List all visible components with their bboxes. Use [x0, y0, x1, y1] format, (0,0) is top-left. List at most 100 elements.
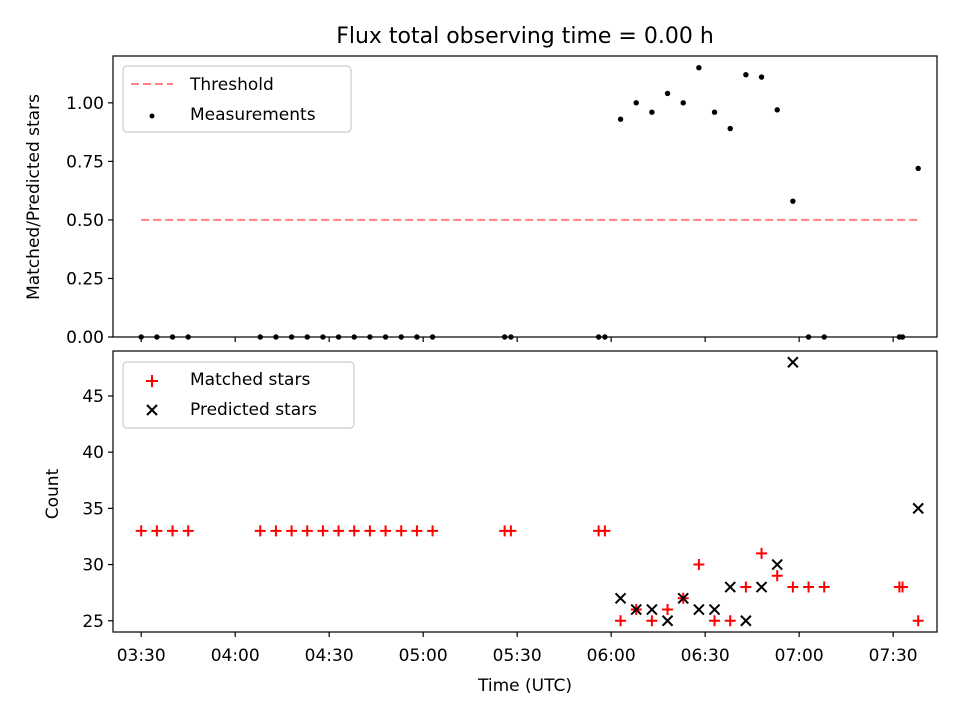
count-x-tick-label: 04:00 — [211, 646, 260, 666]
predicted-star-point — [755, 581, 768, 593]
measurement-point — [774, 107, 780, 113]
predicted-star-point — [630, 603, 642, 616]
measurement-point — [758, 74, 765, 80]
matched-star-point — [505, 525, 517, 537]
measurement-point — [821, 334, 827, 340]
ratio-legend: Threshold Measurements — [122, 65, 352, 133]
predicted-star-point — [708, 603, 721, 616]
legend-matched-label: Matched stars — [190, 370, 310, 390]
predicted-star-point — [693, 603, 705, 616]
matched-star-point — [709, 615, 721, 627]
matched-star-point — [787, 581, 799, 593]
measurement-point — [680, 100, 686, 106]
matched-star-point — [662, 604, 674, 616]
count-x-tick-label: 07:30 — [869, 646, 918, 666]
matched-star-point — [333, 525, 345, 537]
matched-star-point — [317, 525, 329, 537]
measurement-point — [602, 334, 608, 340]
matched-star-point — [427, 525, 439, 537]
measurement-point — [367, 334, 373, 340]
count-y-tick-label: 25 — [82, 612, 104, 632]
matched-star-point — [803, 581, 815, 593]
measurement-point — [304, 334, 310, 340]
count-panel: 25 30 35 40 45 03:30 04:00 04:30 05:00 05:30 06:0… — [43, 350, 938, 696]
count-x-tick-label: 04:30 — [305, 646, 354, 666]
measurement-point — [711, 109, 718, 115]
count-y-tick-label: 40 — [82, 443, 104, 463]
matched-star-point — [380, 525, 392, 537]
matched-star-point — [756, 547, 768, 559]
matched-star-point — [646, 615, 658, 627]
matched-star-point — [135, 525, 147, 537]
count-x-tick-label: 07:00 — [775, 646, 824, 666]
matched-star-point — [724, 615, 736, 627]
measurement-point — [617, 116, 624, 122]
predicted-star-point — [912, 502, 924, 515]
ratio-y-tick-label: 0.50 — [66, 211, 104, 231]
count-x-tick-label: 05:30 — [493, 646, 542, 666]
matched-star-point — [912, 615, 924, 627]
matched-star-point — [897, 581, 909, 593]
matched-star-point — [411, 525, 423, 537]
count-x-tick-label: 06:30 — [681, 646, 730, 666]
matched-star-point — [270, 525, 282, 537]
measurement-point — [805, 334, 812, 340]
matched-star-point — [740, 581, 752, 593]
matched-star-point — [167, 525, 179, 537]
ratio-y-tick-label: 0.25 — [66, 269, 104, 289]
measurement-point — [743, 72, 749, 78]
matched-star-point — [254, 525, 266, 537]
count-legend-box — [122, 361, 355, 429]
legend-matched-swatch — [146, 375, 158, 387]
count-y-tick-label: 45 — [82, 387, 104, 407]
matched-star-point — [364, 525, 376, 537]
measurement-point — [664, 90, 671, 97]
count-y-tick-label: 35 — [82, 499, 104, 519]
predicted-star-point — [661, 615, 674, 627]
matched-star-point — [599, 525, 611, 537]
matched-star-point — [693, 559, 705, 571]
measurement-point — [382, 334, 389, 340]
measurement-point — [696, 65, 702, 71]
ratio-y-tick-label: 0.00 — [66, 328, 104, 348]
measurement-point — [649, 109, 655, 115]
count-x-tick-label: 03:30 — [117, 646, 166, 666]
count-y-tick-label: 30 — [82, 556, 104, 576]
count-legend: Matched stars Predicted stars — [122, 361, 355, 429]
legend-predicted-label: Predicted stars — [190, 400, 317, 420]
ratio-legend-box — [122, 65, 352, 133]
chart-title: Flux total observing time = 0.00 h — [336, 24, 714, 49]
matched-star-point — [348, 525, 360, 537]
x-axis-label: Time (UTC) — [477, 676, 572, 696]
count-x-tick-label: 05:00 — [399, 646, 448, 666]
matched-star-point — [818, 581, 830, 593]
measurement-point — [398, 334, 404, 340]
measurement-point — [414, 334, 420, 340]
count-x-tick-label: 06:00 — [587, 646, 636, 666]
measurement-point — [320, 334, 326, 340]
measurement-point — [790, 198, 796, 204]
matched-star-point — [395, 525, 407, 537]
count-y-axis-label: Count — [43, 468, 63, 519]
predicted-star-point — [724, 581, 736, 593]
measurement-point — [595, 334, 602, 340]
matched-star-point — [301, 525, 313, 537]
predicted-star-point — [740, 615, 752, 627]
measurement-point — [154, 334, 160, 340]
predicted-star-point — [787, 356, 799, 368]
predicted-star-point — [677, 592, 689, 604]
measurement-point — [899, 334, 906, 340]
measurement-point — [288, 334, 295, 340]
matched-star-point — [615, 615, 627, 627]
measurement-point — [915, 165, 921, 172]
measurement-point — [727, 125, 733, 132]
measurement-point — [508, 334, 514, 340]
measurement-point — [501, 334, 508, 340]
matched-star-point — [771, 570, 783, 582]
ratio-y-axis-label: Matched/Predicted stars — [24, 94, 44, 300]
legend-predicted-swatch — [146, 404, 158, 416]
matched-star-point — [151, 525, 163, 537]
legend-measurements-swatch — [149, 113, 155, 119]
legend-measurements-label: Measurements — [190, 105, 316, 125]
